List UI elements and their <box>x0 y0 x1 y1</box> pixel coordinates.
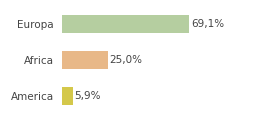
Text: 5,9%: 5,9% <box>74 91 101 101</box>
Text: 25,0%: 25,0% <box>110 55 143 65</box>
Bar <box>62 15 189 33</box>
Text: 69,1%: 69,1% <box>191 19 224 29</box>
Bar <box>62 51 108 69</box>
Bar <box>62 87 73 105</box>
